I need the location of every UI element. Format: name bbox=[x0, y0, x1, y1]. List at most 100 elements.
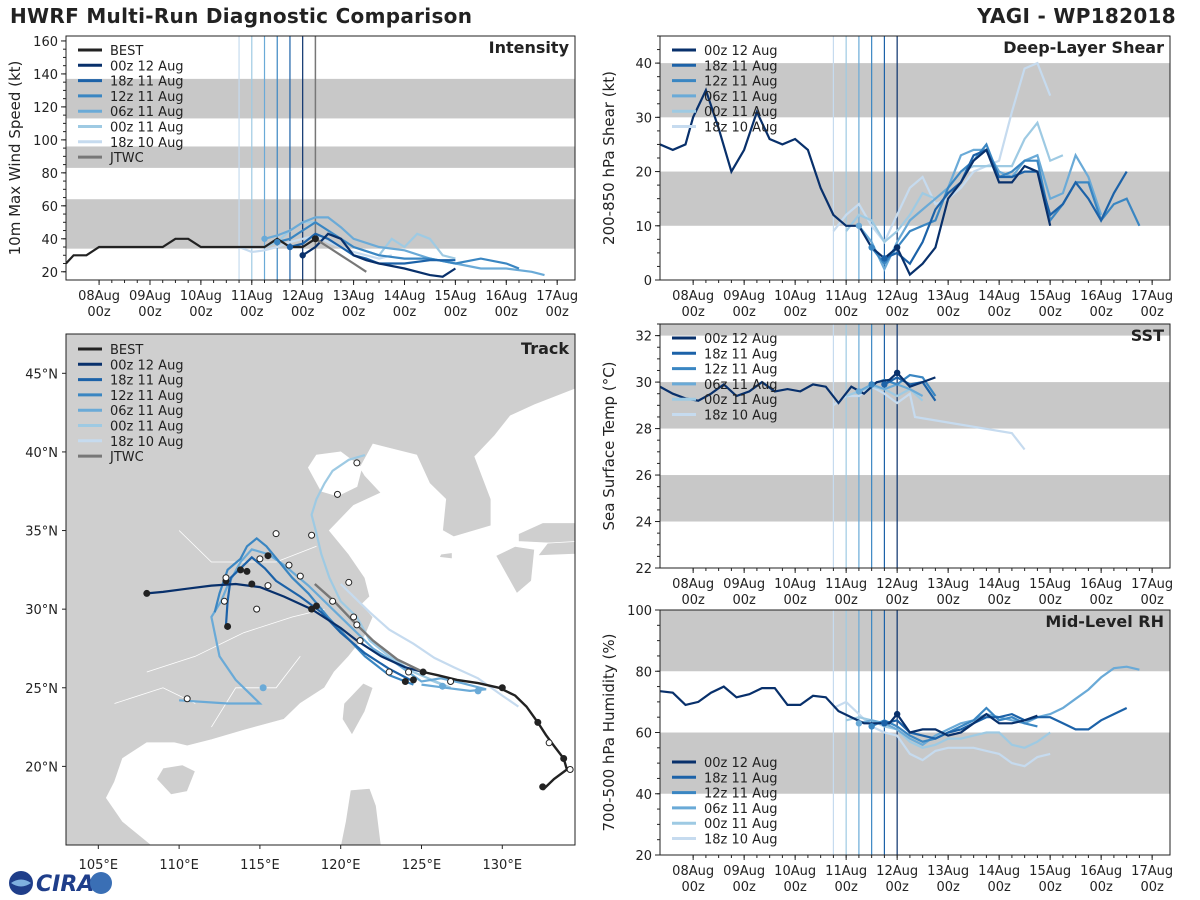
track-legend-label: 18z 10 Aug bbox=[110, 435, 184, 450]
track-run1-marker bbox=[224, 622, 232, 630]
sst-legend-label: 06z 11 Aug bbox=[704, 378, 778, 393]
shear-run-init-marker bbox=[881, 255, 888, 262]
track-best-open-marker bbox=[545, 739, 553, 747]
intensity-xtick-sublabel: 00z bbox=[240, 305, 264, 320]
intensity-xtick-sublabel: 00z bbox=[545, 305, 569, 320]
taiwan-island bbox=[341, 682, 374, 736]
sst-legend-label: 12z 11 Aug bbox=[704, 363, 778, 378]
rh-legend-label: 00z 11 Aug bbox=[704, 817, 778, 832]
sst-frame bbox=[659, 323, 1171, 569]
track-run0-marker bbox=[409, 676, 417, 684]
shear-legend-label: 06z 11 Aug bbox=[704, 90, 778, 105]
intensity-xtick-label: 08Aug bbox=[78, 289, 120, 304]
intensity-plot-area bbox=[66, 36, 575, 280]
rh-run-0-line bbox=[660, 685, 1038, 737]
shear-xtick-label: 12Aug bbox=[876, 289, 918, 304]
track-open-marker bbox=[256, 555, 264, 563]
intensity-legend-label: 12z 11 Aug bbox=[110, 90, 184, 105]
jeju-island bbox=[438, 552, 453, 560]
track-best-marker bbox=[534, 718, 542, 726]
rh-xtick-sublabel: 00z bbox=[783, 880, 807, 895]
sst-ytick-label: 28 bbox=[635, 423, 652, 438]
track-xtick-label: 110°E bbox=[159, 858, 199, 873]
rh-run-init-marker bbox=[868, 723, 875, 730]
sst-xtick-label: 12Aug bbox=[876, 577, 918, 592]
sst-run-init-marker bbox=[893, 369, 901, 376]
cira-logo-text: CIRA bbox=[36, 872, 94, 897]
intensity-best-line bbox=[66, 237, 316, 265]
province-border bbox=[178, 530, 317, 563]
track-ytick-label: 35°N bbox=[25, 525, 58, 540]
shear-run-init-marker bbox=[855, 222, 863, 229]
intensity-legend-label: JTWC bbox=[109, 151, 144, 166]
shear-xtick-sublabel: 00z bbox=[732, 305, 756, 320]
shear-xtick-label: 09Aug bbox=[723, 289, 765, 304]
intensity-xtick-sublabel: 00z bbox=[87, 305, 111, 320]
intensity-xtick-sublabel: 00z bbox=[189, 305, 213, 320]
intensity-ytick-label: 160 bbox=[33, 35, 58, 50]
rh-xtick-label: 11Aug bbox=[825, 864, 867, 879]
shear-plot-area bbox=[660, 36, 1170, 280]
rh-band bbox=[660, 732, 1170, 794]
shear-xtick-label: 11Aug bbox=[825, 289, 867, 304]
intensity-run-2-line bbox=[276, 220, 520, 270]
intensity-legend-label: 18z 10 Aug bbox=[110, 136, 184, 151]
track-run0-marker bbox=[248, 580, 256, 588]
sst-xtick-sublabel: 00z bbox=[1038, 593, 1062, 608]
rh-xtick-sublabel: 00z bbox=[732, 880, 756, 895]
track-open-marker bbox=[350, 613, 358, 621]
sst-xtick-label: 09Aug bbox=[723, 577, 765, 592]
sst-legend-label: 18z 10 Aug bbox=[704, 409, 778, 424]
intensity-ylabel: 10m Max Wind Speed (kt) bbox=[6, 61, 24, 256]
rh-xtick-sublabel: 00z bbox=[885, 880, 909, 895]
sst-legend-label: 00z 11 Aug bbox=[704, 393, 778, 408]
sst-run-5-line bbox=[832, 385, 1026, 451]
rh-xtick-sublabel: 00z bbox=[1089, 880, 1113, 895]
rh-xtick-label: 17Aug bbox=[1131, 864, 1173, 879]
track-ytick-label: 20°N bbox=[25, 760, 58, 775]
track-legend-label: JTWC bbox=[109, 450, 144, 465]
intensity-frame bbox=[65, 35, 576, 281]
rh-ylabel: 700-500 hPa Humidity (%) bbox=[600, 633, 618, 831]
intensity-xtick-label: 10Aug bbox=[180, 289, 222, 304]
track-open-marker bbox=[285, 561, 293, 569]
rh-run-1-line bbox=[884, 707, 1128, 740]
shear-legend-label: 18z 11 Aug bbox=[704, 59, 778, 74]
rh-xtick-label: 09Aug bbox=[723, 864, 765, 879]
track-open-marker bbox=[405, 668, 413, 676]
rh-legend-label: 06z 11 Aug bbox=[704, 802, 778, 817]
intensity-xtick-sublabel: 00z bbox=[138, 305, 162, 320]
shear-panel-title: Deep-Layer Shear bbox=[1003, 38, 1164, 57]
province-border bbox=[146, 608, 325, 673]
track-panel-title: Track bbox=[521, 339, 569, 358]
sst-xtick-sublabel: 00z bbox=[732, 593, 756, 608]
shear-xtick-label: 08Aug bbox=[672, 289, 714, 304]
intensity-run-init-marker bbox=[286, 243, 294, 251]
track-open-marker bbox=[385, 668, 393, 676]
sst-xtick-sublabel: 00z bbox=[834, 593, 858, 608]
shear-xtick-label: 16Aug bbox=[1080, 289, 1122, 304]
sst-xtick-label: 14Aug bbox=[978, 577, 1020, 592]
rh-xtick-sublabel: 00z bbox=[987, 880, 1011, 895]
shear-xtick-sublabel: 00z bbox=[885, 305, 909, 320]
sst-ytick-label: 30 bbox=[635, 376, 652, 391]
shear-xtick-sublabel: 00z bbox=[1140, 305, 1164, 320]
intensity-legend-label: 00z 12 Aug bbox=[110, 59, 184, 74]
cira-logo: CIRA bbox=[9, 871, 112, 897]
shear-xtick-sublabel: 00z bbox=[681, 305, 705, 320]
track-open-marker bbox=[220, 597, 228, 605]
track-xtick-label: 130°E bbox=[483, 858, 523, 873]
rh-ytick-label: 80 bbox=[635, 665, 652, 680]
sst-xtick-label: 10Aug bbox=[774, 577, 816, 592]
sst-xtick-label: 08Aug bbox=[672, 577, 714, 592]
track-run-2-line bbox=[213, 536, 414, 686]
cira-globe-swirl-icon bbox=[11, 879, 31, 887]
sst-xtick-sublabel: 00z bbox=[681, 593, 705, 608]
intensity-ytick-label: 120 bbox=[33, 101, 58, 116]
track-legend-label: 06z 11 Aug bbox=[110, 404, 184, 419]
rh-legend-label: 18z 11 Aug bbox=[704, 771, 778, 786]
shear-ytick-label: 10 bbox=[635, 220, 652, 235]
shear-legend-label: 12z 11 Aug bbox=[704, 75, 778, 90]
track-open-marker bbox=[253, 605, 261, 613]
shear-legend-label: 00z 12 Aug bbox=[704, 44, 778, 59]
